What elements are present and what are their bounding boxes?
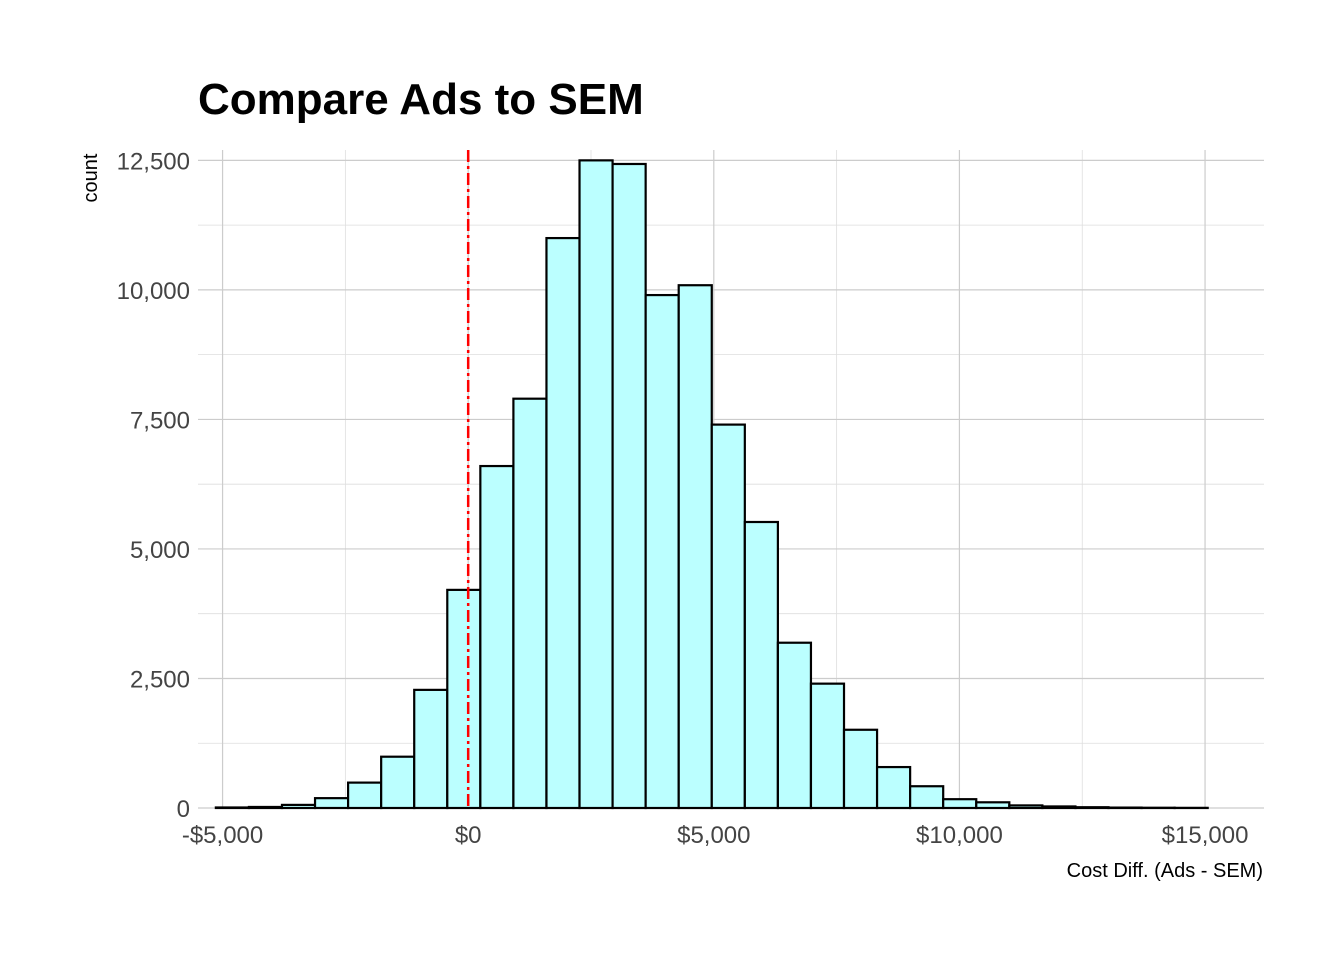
histogram-bar	[976, 802, 1009, 808]
histogram-bar	[646, 295, 679, 808]
histogram-bar	[513, 399, 546, 808]
histogram-bar	[381, 757, 414, 808]
x-tick-label: $10,000	[916, 822, 1003, 849]
histogram-bar	[745, 522, 778, 808]
y-axis-label: count	[80, 153, 102, 202]
histogram-bar	[910, 786, 943, 808]
histogram-bar	[216, 807, 249, 808]
histogram-bar	[580, 160, 613, 808]
y-tick-label: 2,500	[130, 666, 190, 693]
histogram-bar	[679, 285, 712, 808]
x-tick-labels: -$5,000 $0 $5,000 $10,000 $15,000	[182, 822, 1249, 849]
histogram-bar	[480, 466, 513, 808]
y-tick-labels: 0 2,500 5,000 7,500 10,000 12,500	[117, 148, 190, 823]
histogram-bar	[315, 798, 348, 808]
histogram-bar	[844, 730, 877, 808]
histogram-bar	[414, 690, 447, 808]
histogram-bar	[877, 767, 910, 808]
histogram-bar	[348, 783, 381, 808]
histogram-bar	[546, 238, 579, 808]
x-tick-label: $5,000	[677, 822, 750, 849]
x-tick-label: $15,000	[1162, 822, 1249, 849]
histogram-bar	[613, 164, 646, 808]
histogram-bar	[712, 425, 745, 808]
histogram-bar	[811, 684, 844, 808]
histogram-bar	[249, 807, 282, 808]
histogram-bar	[1075, 807, 1108, 808]
histogram-bar	[447, 590, 480, 808]
y-tick-label: 10,000	[117, 278, 190, 305]
histogram-bar	[778, 643, 811, 808]
x-tick-label: $0	[455, 822, 482, 849]
y-tick-label: 0	[177, 796, 190, 823]
histogram-bar	[282, 805, 315, 808]
y-tick-label: 7,500	[130, 407, 190, 434]
histogram-bar	[1042, 806, 1075, 808]
x-tick-label: -$5,000	[182, 822, 263, 849]
chart-title: Compare Ads to SEM	[198, 75, 644, 124]
x-axis-label: Cost Diff. (Ads - SEM)	[1067, 860, 1263, 882]
histogram-bar	[1009, 805, 1042, 808]
y-tick-label: 5,000	[130, 537, 190, 564]
histogram-bar	[943, 799, 976, 808]
y-tick-label: 12,500	[117, 148, 190, 175]
